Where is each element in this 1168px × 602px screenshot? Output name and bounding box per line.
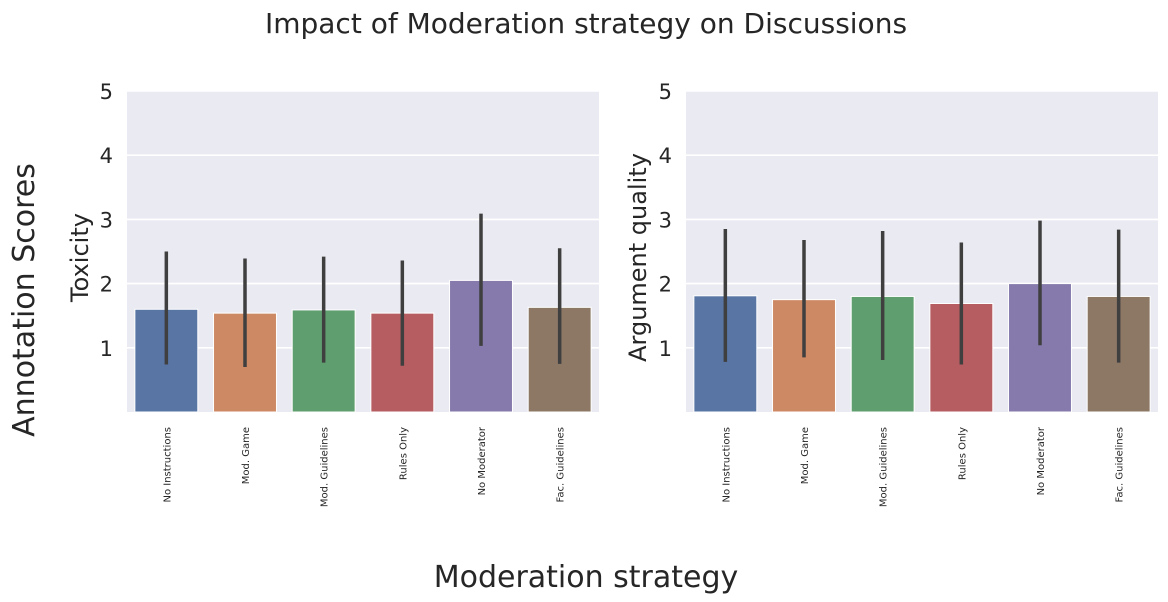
argument-quality-chart: 1 2 3 4 5 Argument quality No Instructions Mod.… xyxy=(624,80,1158,507)
x-tick-label: No Instructions xyxy=(162,427,173,503)
y-tick-label: 3 xyxy=(659,208,672,232)
y-tick-label: 2 xyxy=(100,273,113,297)
y-tick-label: 4 xyxy=(100,144,113,168)
plot-area xyxy=(686,91,1158,412)
x-tick-label: No Instructions xyxy=(721,427,732,503)
y-tick-label: 1 xyxy=(100,337,113,361)
x-tick-label: Rules Only xyxy=(398,427,409,480)
y-axis-label: Toxicity xyxy=(66,213,94,303)
figure-x-label: Moderation strategy xyxy=(434,560,739,595)
x-tick-label: No Moderator xyxy=(1036,426,1047,495)
x-tick-label: Mod. Guidelines xyxy=(320,427,331,507)
y-tick-label: 5 xyxy=(100,80,113,104)
x-tick-label: Mod. Game xyxy=(800,427,811,484)
plot-area xyxy=(127,91,599,412)
y-axis-label: Argument quality xyxy=(624,153,652,362)
y-tick-label: 4 xyxy=(659,144,672,168)
y-tick-label: 3 xyxy=(100,208,113,232)
figure-y-label: Annotation Scores xyxy=(7,163,42,437)
y-tick-label: 1 xyxy=(659,337,672,361)
x-tick-label: No Moderator xyxy=(477,426,488,495)
x-tick-label: Mod. Game xyxy=(241,427,252,484)
x-tick-label: Rules Only xyxy=(957,427,968,480)
y-tick-label: 5 xyxy=(659,80,672,104)
y-tick-label: 2 xyxy=(659,273,672,297)
x-tick-label: Mod. Guidelines xyxy=(879,427,890,507)
x-tick-label: Fac. Guidelines xyxy=(556,427,567,502)
toxicity-chart: 1 2 3 4 5 Toxicity No Instructions Mod. Game Mod… xyxy=(66,80,599,507)
figure-title: Impact of Moderation strategy on Discuss… xyxy=(265,7,907,40)
x-tick-label: Fac. Guidelines xyxy=(1115,427,1126,502)
